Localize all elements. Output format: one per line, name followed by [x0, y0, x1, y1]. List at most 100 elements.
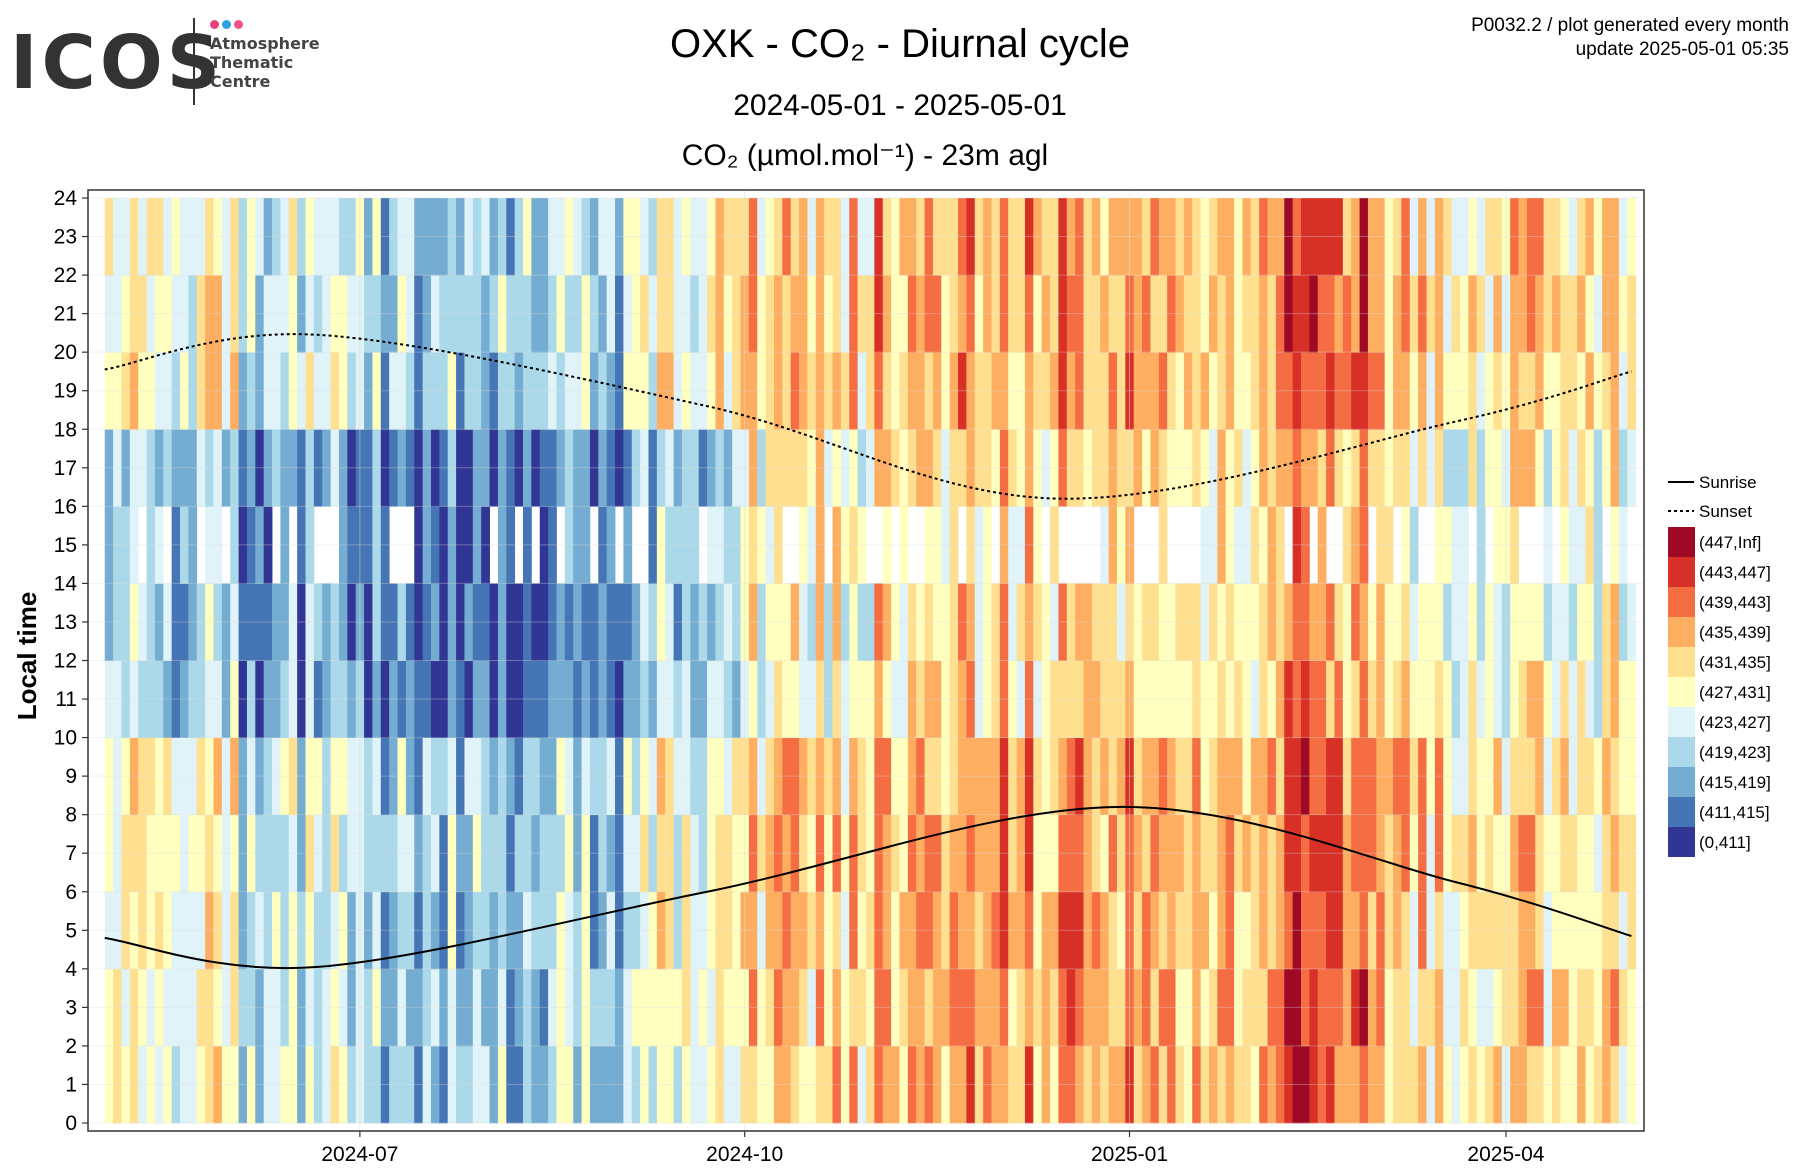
- heatmap-cell: [1016, 814, 1026, 893]
- heatmap-cell: [1267, 275, 1277, 353]
- heatmap-cell: [1167, 198, 1176, 276]
- heatmap-cell: [1434, 198, 1444, 276]
- heatmap-cell: [958, 814, 967, 893]
- heatmap-cell: [1443, 968, 1452, 1047]
- heatmap-cell: [1560, 968, 1570, 1047]
- heatmap-cell: [472, 429, 482, 507]
- heatmap-cell: [631, 1045, 641, 1124]
- heatmap-cell: [1543, 737, 1553, 816]
- heatmap-cell: [1008, 660, 1017, 738]
- heatmap-cell: [1468, 429, 1478, 507]
- heatmap-cell: [1041, 968, 1051, 1047]
- y-tick-label: 17: [54, 457, 77, 480]
- heatmap-cell: [1100, 275, 1110, 353]
- heatmap-cell: [113, 583, 122, 661]
- heatmap-cell: [916, 275, 925, 353]
- heatmap-cell: [113, 429, 122, 507]
- heatmap-cell: [874, 660, 884, 738]
- heatmap-cell: [1175, 275, 1185, 353]
- heatmap-cell: [472, 737, 482, 816]
- heatmap-cell: [748, 506, 758, 584]
- logo-dots: [210, 16, 246, 34]
- heatmap-cell: [1485, 660, 1494, 738]
- heatmap-cell: [941, 968, 951, 1047]
- heatmap-cell: [372, 1045, 382, 1124]
- heatmap-cell: [698, 660, 708, 738]
- heatmap-cell: [1158, 429, 1168, 507]
- heatmap-cell: [196, 352, 206, 430]
- heatmap-cell: [815, 275, 825, 353]
- heatmap-cell: [280, 352, 290, 430]
- y-tick-label: 2: [65, 1035, 77, 1058]
- heatmap-cell: [1384, 891, 1394, 970]
- heatmap-cell: [991, 891, 1001, 970]
- y-tick-label: 0: [65, 1112, 77, 1135]
- heatmap-cell: [1150, 814, 1160, 893]
- heatmap-cell: [941, 275, 951, 353]
- heatmap-cell: [815, 1045, 825, 1124]
- heatmap-cell: [205, 814, 214, 893]
- heatmap-cell: [1250, 737, 1260, 816]
- heatmap-cell: [1259, 737, 1268, 816]
- heatmap-cell: [866, 814, 875, 893]
- heatmap-cell: [1183, 660, 1193, 738]
- heatmap-cell: [188, 1045, 198, 1124]
- heatmap-cell: [380, 198, 390, 276]
- heatmap-cell: [1376, 583, 1386, 661]
- heatmap-cell: [539, 429, 549, 507]
- heatmap-cell: [1585, 506, 1595, 584]
- heatmap-cell: [899, 275, 909, 353]
- heatmap-cell: [1551, 1045, 1561, 1124]
- heatmap-cell: [1225, 968, 1235, 1047]
- heatmap-cell: [129, 814, 139, 893]
- heatmap-cell: [815, 198, 825, 276]
- heatmap-cell: [999, 583, 1009, 661]
- heatmap-cell: [1451, 660, 1461, 738]
- heatmap-cell: [138, 198, 147, 276]
- heatmap-cell: [999, 198, 1009, 276]
- heatmap-cell: [974, 275, 984, 353]
- heatmap-cell: [1317, 814, 1327, 893]
- heatmap-cell: [673, 737, 683, 816]
- heatmap-cell: [1577, 891, 1586, 970]
- heatmap-cell: [539, 891, 549, 970]
- heatmap-cell: [129, 891, 139, 970]
- heatmap-cell: [1585, 429, 1595, 507]
- heatmap-cell: [1041, 891, 1051, 970]
- heatmap-cell: [832, 660, 842, 738]
- heatmap-cell: [1167, 352, 1176, 430]
- heatmap-cell: [673, 429, 683, 507]
- heatmap-cell: [514, 891, 524, 970]
- heatmap-cell: [230, 429, 239, 507]
- heatmap-cell: [1167, 891, 1176, 970]
- heatmap-cell: [163, 891, 173, 970]
- heatmap-cell: [1526, 968, 1536, 1047]
- heatmap-cell: [523, 429, 532, 507]
- heatmap-cell: [999, 352, 1009, 430]
- heatmap-cell: [623, 198, 633, 276]
- heatmap-cell: [1100, 814, 1110, 893]
- heatmap-cell: [807, 660, 817, 738]
- heatmap-cell: [288, 429, 298, 507]
- heatmap-cell: [1083, 429, 1093, 507]
- heatmap-cell: [1158, 275, 1168, 353]
- heatmap-cell: [790, 814, 800, 893]
- heatmap-cell: [799, 275, 808, 353]
- heatmap-cell: [1200, 583, 1210, 661]
- heatmap-cell: [1359, 506, 1369, 584]
- heatmap-cell: [1367, 814, 1377, 893]
- heatmap-cell: [1434, 352, 1444, 430]
- heatmap-cell: [1259, 660, 1268, 738]
- heatmap-cell: [606, 506, 616, 584]
- heatmap-cell: [1225, 198, 1235, 276]
- heatmap-cell: [799, 352, 808, 430]
- heatmap-cell: [372, 275, 382, 353]
- heatmap-cell: [1451, 737, 1461, 816]
- heatmap-cell: [1468, 891, 1478, 970]
- heatmap-cell: [958, 198, 967, 276]
- heatmap-cell: [773, 198, 783, 276]
- heatmap-cell: [882, 275, 892, 353]
- heatmap-cell: [380, 737, 390, 816]
- heatmap-cell: [983, 198, 992, 276]
- heatmap-cell: [205, 583, 214, 661]
